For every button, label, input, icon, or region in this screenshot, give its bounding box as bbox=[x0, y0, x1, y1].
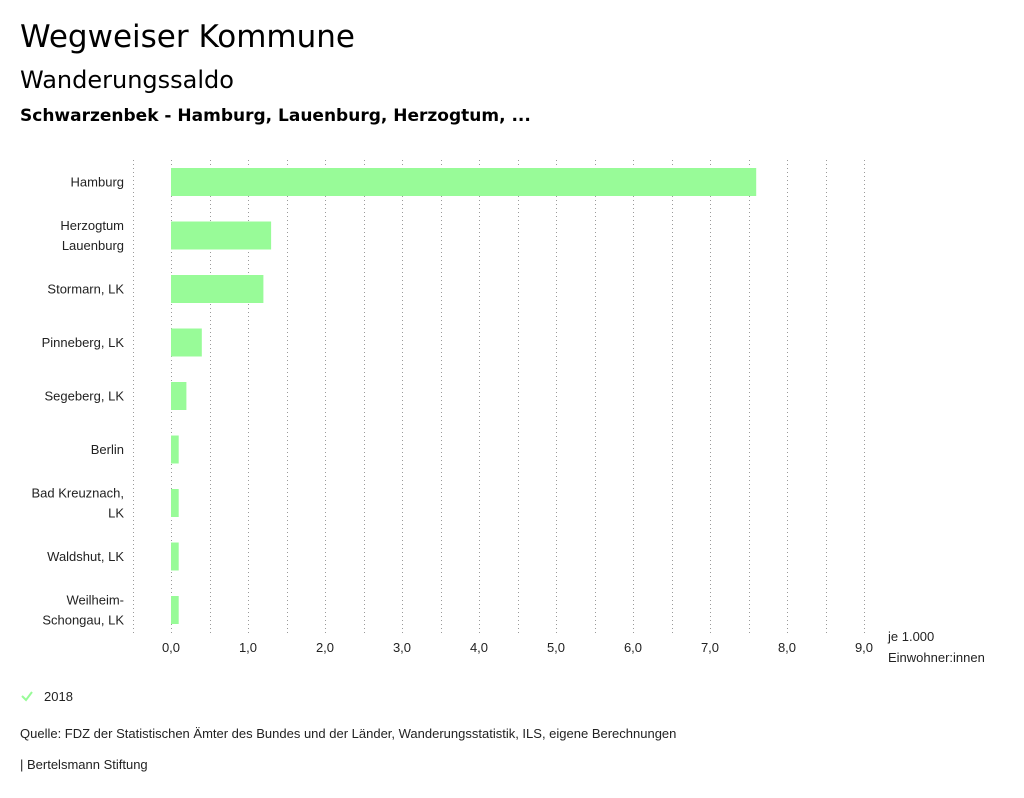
bar-chart: Hamburg Herzogtum Lauenburg Stormarn, LK Pin… bbox=[31, 160, 985, 665]
category-label: Hamburg bbox=[71, 175, 124, 190]
bars bbox=[171, 168, 757, 624]
bar[interactable] bbox=[171, 168, 757, 196]
grid-lines bbox=[133, 160, 865, 633]
category-label: Lauenburg bbox=[62, 238, 124, 253]
x-tick-label: 9,0 bbox=[855, 640, 873, 655]
region-title: Schwarzenbek - Hamburg, Lauenburg, Herzo… bbox=[20, 106, 531, 126]
x-tick-label: 4,0 bbox=[470, 640, 488, 655]
brand-note: | Bertelsmann Stiftung bbox=[20, 757, 148, 772]
category-labels: Hamburg Herzogtum Lauenburg Stormarn, LK Pin… bbox=[31, 175, 124, 628]
bar[interactable] bbox=[171, 328, 202, 357]
chart-subtitle: Wanderungssaldo bbox=[20, 66, 234, 94]
x-tick-label: 1,0 bbox=[239, 640, 257, 655]
category-label: Weilheim- bbox=[66, 593, 124, 608]
category-label: Pinneberg, LK bbox=[42, 335, 125, 350]
category-label: Herzogtum bbox=[60, 218, 124, 233]
bar[interactable] bbox=[171, 542, 179, 571]
x-tick-label: 5,0 bbox=[547, 640, 565, 655]
category-label: Waldshut, LK bbox=[47, 549, 124, 564]
x-axis-unit-label-line-2: Einwohner:innen bbox=[888, 650, 985, 665]
bar[interactable] bbox=[171, 435, 179, 464]
page-title: Wegweiser Kommune bbox=[20, 19, 355, 55]
x-tick-label: 0,0 bbox=[162, 640, 180, 655]
bar[interactable] bbox=[171, 489, 179, 517]
x-tick-label: 3,0 bbox=[393, 640, 411, 655]
legend-label: 2018 bbox=[44, 688, 73, 704]
x-axis-unit-label-line-1: je 1.000 bbox=[887, 629, 934, 644]
bar[interactable] bbox=[171, 382, 187, 410]
bar[interactable] bbox=[171, 221, 272, 250]
category-label: Segeberg, LK bbox=[44, 389, 124, 404]
category-label: Stormarn, LK bbox=[47, 282, 124, 297]
x-tick-label: 6,0 bbox=[624, 640, 642, 655]
category-label: Schongau, LK bbox=[42, 613, 124, 628]
bar[interactable] bbox=[171, 596, 179, 624]
x-tick-label: 2,0 bbox=[316, 640, 334, 655]
category-label: LK bbox=[108, 506, 124, 521]
legend-item[interactable]: 2018 bbox=[20, 686, 73, 706]
x-tick-label: 8,0 bbox=[778, 640, 796, 655]
x-axis-ticks: 0,0 1,0 2,0 3,0 4,0 5,0 6,0 7,0 8,0 9,0 bbox=[162, 640, 873, 655]
bar[interactable] bbox=[171, 275, 264, 303]
category-label: Berlin bbox=[91, 442, 124, 457]
source-note: Quelle: FDZ der Statistischen Ämter des … bbox=[20, 726, 677, 741]
category-label: Bad Kreuznach, bbox=[31, 486, 124, 501]
check-icon bbox=[21, 691, 33, 702]
x-tick-label: 7,0 bbox=[701, 640, 719, 655]
